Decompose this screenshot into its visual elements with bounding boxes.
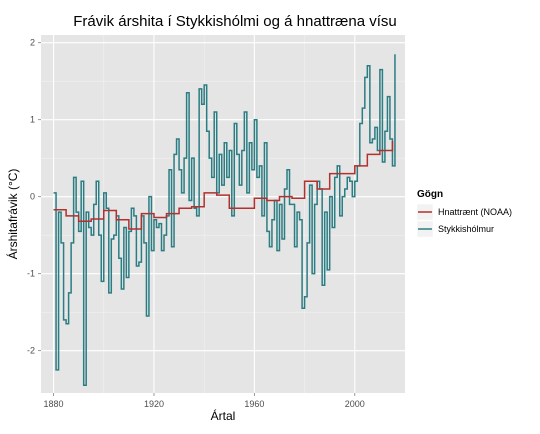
legend-label: Stykkishólmur (438, 224, 494, 234)
x-axis: 1880 1920 1960 2000 (44, 393, 365, 409)
y-axis-title: Árshitafrávik (°C) (5, 169, 20, 260)
x-tick-label: 1920 (144, 399, 164, 409)
y-tick-label: 1 (30, 115, 35, 125)
series-line-station (53, 54, 396, 387)
chart-title: Frávik árshita í Stykkishólmi og á hnatt… (73, 13, 396, 30)
x-tick-label: 1960 (244, 399, 264, 409)
legend: Gögn Hnattrænt (NOAA) Stykkishólmur (416, 189, 512, 238)
plot-panel (41, 35, 405, 393)
legend-title: Gögn (417, 189, 443, 200)
y-axis: -2 -1 0 1 2 (27, 38, 41, 356)
x-tick-label: 2000 (345, 399, 365, 409)
x-tick-label: 1880 (44, 399, 64, 409)
series-layer (53, 54, 396, 387)
y-tick-label: -2 (27, 346, 35, 356)
legend-label: Hnattrænt (NOAA) (438, 207, 512, 217)
x-axis-title: Ártal (211, 408, 236, 423)
series-line-global (53, 141, 394, 230)
y-tick-label: 0 (30, 192, 35, 202)
y-tick-label: 2 (30, 38, 35, 48)
y-tick-label: -1 (27, 269, 35, 279)
